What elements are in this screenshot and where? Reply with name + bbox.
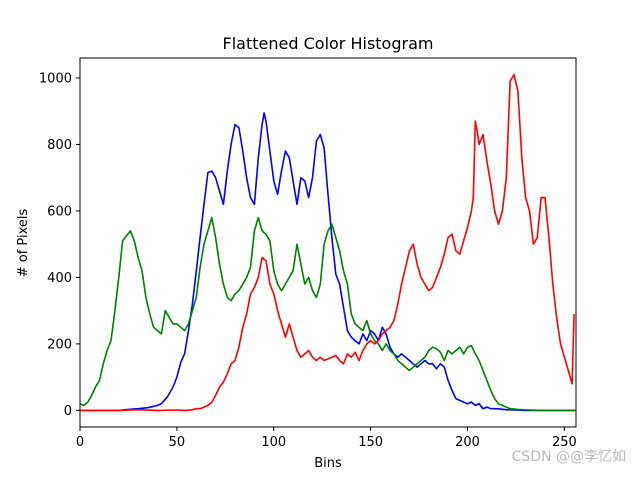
x-tick-label: 0 [76, 435, 84, 450]
x-tick-label: 50 [169, 435, 186, 450]
y-axis-label: # of Pixels [16, 209, 31, 278]
red-channel-line [80, 73, 575, 412]
y-tick-label: 200 [47, 337, 72, 352]
y-tick-label: 400 [47, 271, 72, 286]
y-tick-label: 800 [47, 138, 72, 153]
y-tick-label: 600 [47, 204, 72, 219]
x-tick-label: 250 [552, 435, 577, 450]
chart-title: Flattened Color Histogram [223, 34, 434, 53]
watermark-text: CSDN @@李忆如 [511, 449, 626, 465]
x-axis-label: Bins [314, 456, 342, 471]
axis-ticks: 0 50 100 150 200 250 0 200 400 600 800 1000 [39, 71, 577, 450]
blue-channel-line [80, 112, 576, 412]
x-tick-label: 150 [358, 435, 383, 450]
series-lines [79, 73, 576, 412]
plot-frame [79, 57, 577, 428]
x-tick-label: 100 [261, 435, 286, 450]
y-tick-label: 0 [64, 404, 72, 419]
x-tick-label: 200 [455, 435, 480, 450]
y-tick-label: 1000 [39, 71, 72, 86]
green-channel-line [79, 216, 576, 412]
